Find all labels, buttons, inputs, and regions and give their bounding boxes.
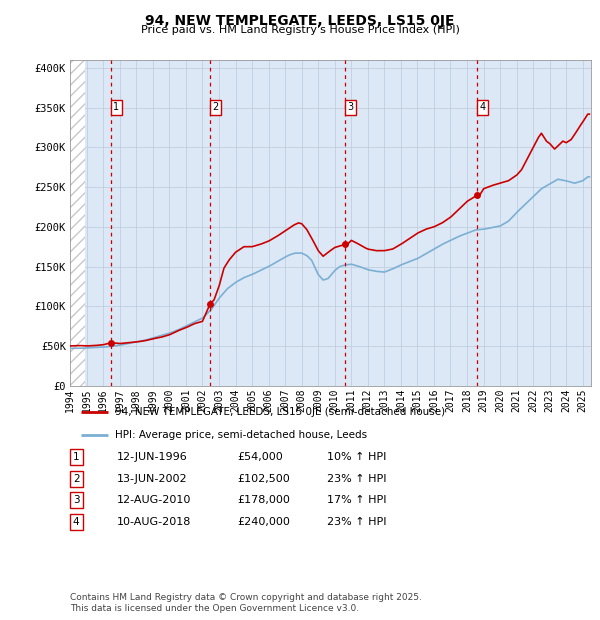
- Text: 94, NEW TEMPLEGATE, LEEDS, LS15 0JE: 94, NEW TEMPLEGATE, LEEDS, LS15 0JE: [145, 14, 455, 28]
- Text: 94, NEW TEMPLEGATE, LEEDS, LS15 0JE (semi-detached house): 94, NEW TEMPLEGATE, LEEDS, LS15 0JE (sem…: [115, 407, 445, 417]
- Text: 4: 4: [73, 517, 80, 527]
- Text: 1: 1: [113, 102, 119, 112]
- Text: £178,000: £178,000: [237, 495, 290, 505]
- Text: 10-AUG-2018: 10-AUG-2018: [117, 517, 191, 527]
- Text: HPI: Average price, semi-detached house, Leeds: HPI: Average price, semi-detached house,…: [115, 430, 367, 440]
- Text: 12-AUG-2010: 12-AUG-2010: [117, 495, 191, 505]
- Text: 17% ↑ HPI: 17% ↑ HPI: [327, 495, 386, 505]
- Text: 2: 2: [212, 102, 218, 112]
- Text: Price paid vs. HM Land Registry's House Price Index (HPI): Price paid vs. HM Land Registry's House …: [140, 25, 460, 35]
- Text: 2: 2: [73, 474, 80, 484]
- Text: 23% ↑ HPI: 23% ↑ HPI: [327, 474, 386, 484]
- Text: 12-JUN-1996: 12-JUN-1996: [117, 452, 188, 462]
- Text: £102,500: £102,500: [237, 474, 290, 484]
- Text: 23% ↑ HPI: 23% ↑ HPI: [327, 517, 386, 527]
- Text: 10% ↑ HPI: 10% ↑ HPI: [327, 452, 386, 462]
- Bar: [70, 60, 85, 386]
- Text: Contains HM Land Registry data © Crown copyright and database right 2025.
This d: Contains HM Land Registry data © Crown c…: [70, 593, 422, 613]
- Bar: [70, 60, 85, 386]
- Text: 4: 4: [480, 102, 486, 112]
- Text: £54,000: £54,000: [237, 452, 283, 462]
- Text: 13-JUN-2002: 13-JUN-2002: [117, 474, 188, 484]
- Text: 1: 1: [73, 452, 80, 462]
- Text: 3: 3: [347, 102, 353, 112]
- Text: 3: 3: [73, 495, 80, 505]
- Text: £240,000: £240,000: [237, 517, 290, 527]
